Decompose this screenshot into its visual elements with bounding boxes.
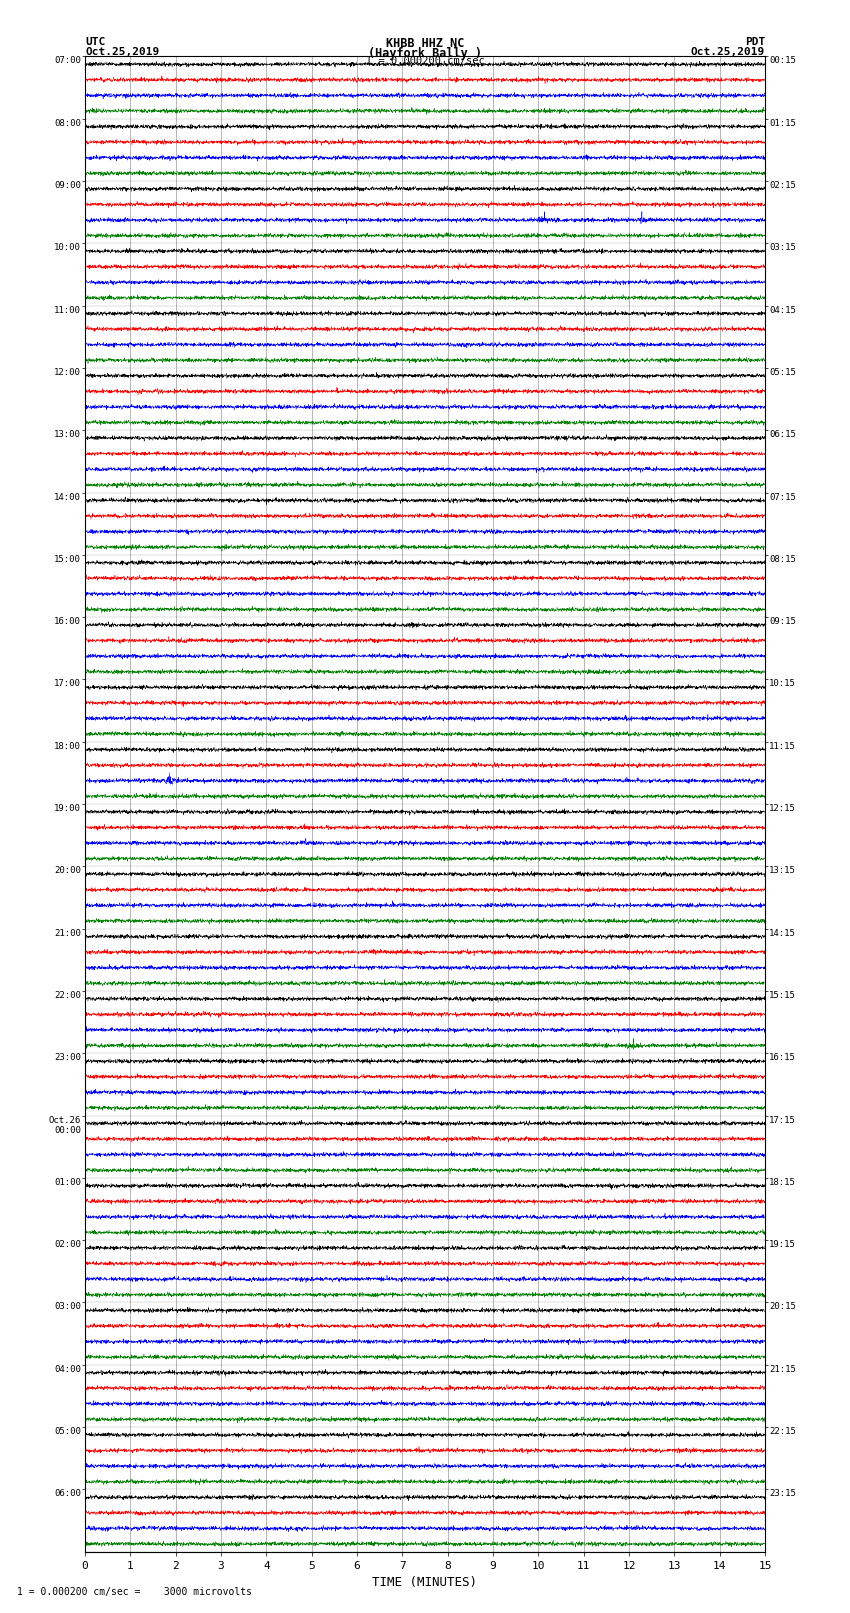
Text: KHBB HHZ NC: KHBB HHZ NC [386, 37, 464, 50]
Text: PDT: PDT [745, 37, 765, 47]
Text: 1 = 0.000200 cm/sec =    3000 microvolts: 1 = 0.000200 cm/sec = 3000 microvolts [17, 1587, 252, 1597]
Text: Oct.25,2019: Oct.25,2019 [85, 47, 159, 56]
Text: (Hayfork Bally ): (Hayfork Bally ) [368, 47, 482, 60]
X-axis label: TIME (MINUTES): TIME (MINUTES) [372, 1576, 478, 1589]
Text: Oct.25,2019: Oct.25,2019 [691, 47, 765, 56]
Text: I = 0.000200 cm/sec: I = 0.000200 cm/sec [366, 56, 484, 66]
Text: UTC: UTC [85, 37, 105, 47]
